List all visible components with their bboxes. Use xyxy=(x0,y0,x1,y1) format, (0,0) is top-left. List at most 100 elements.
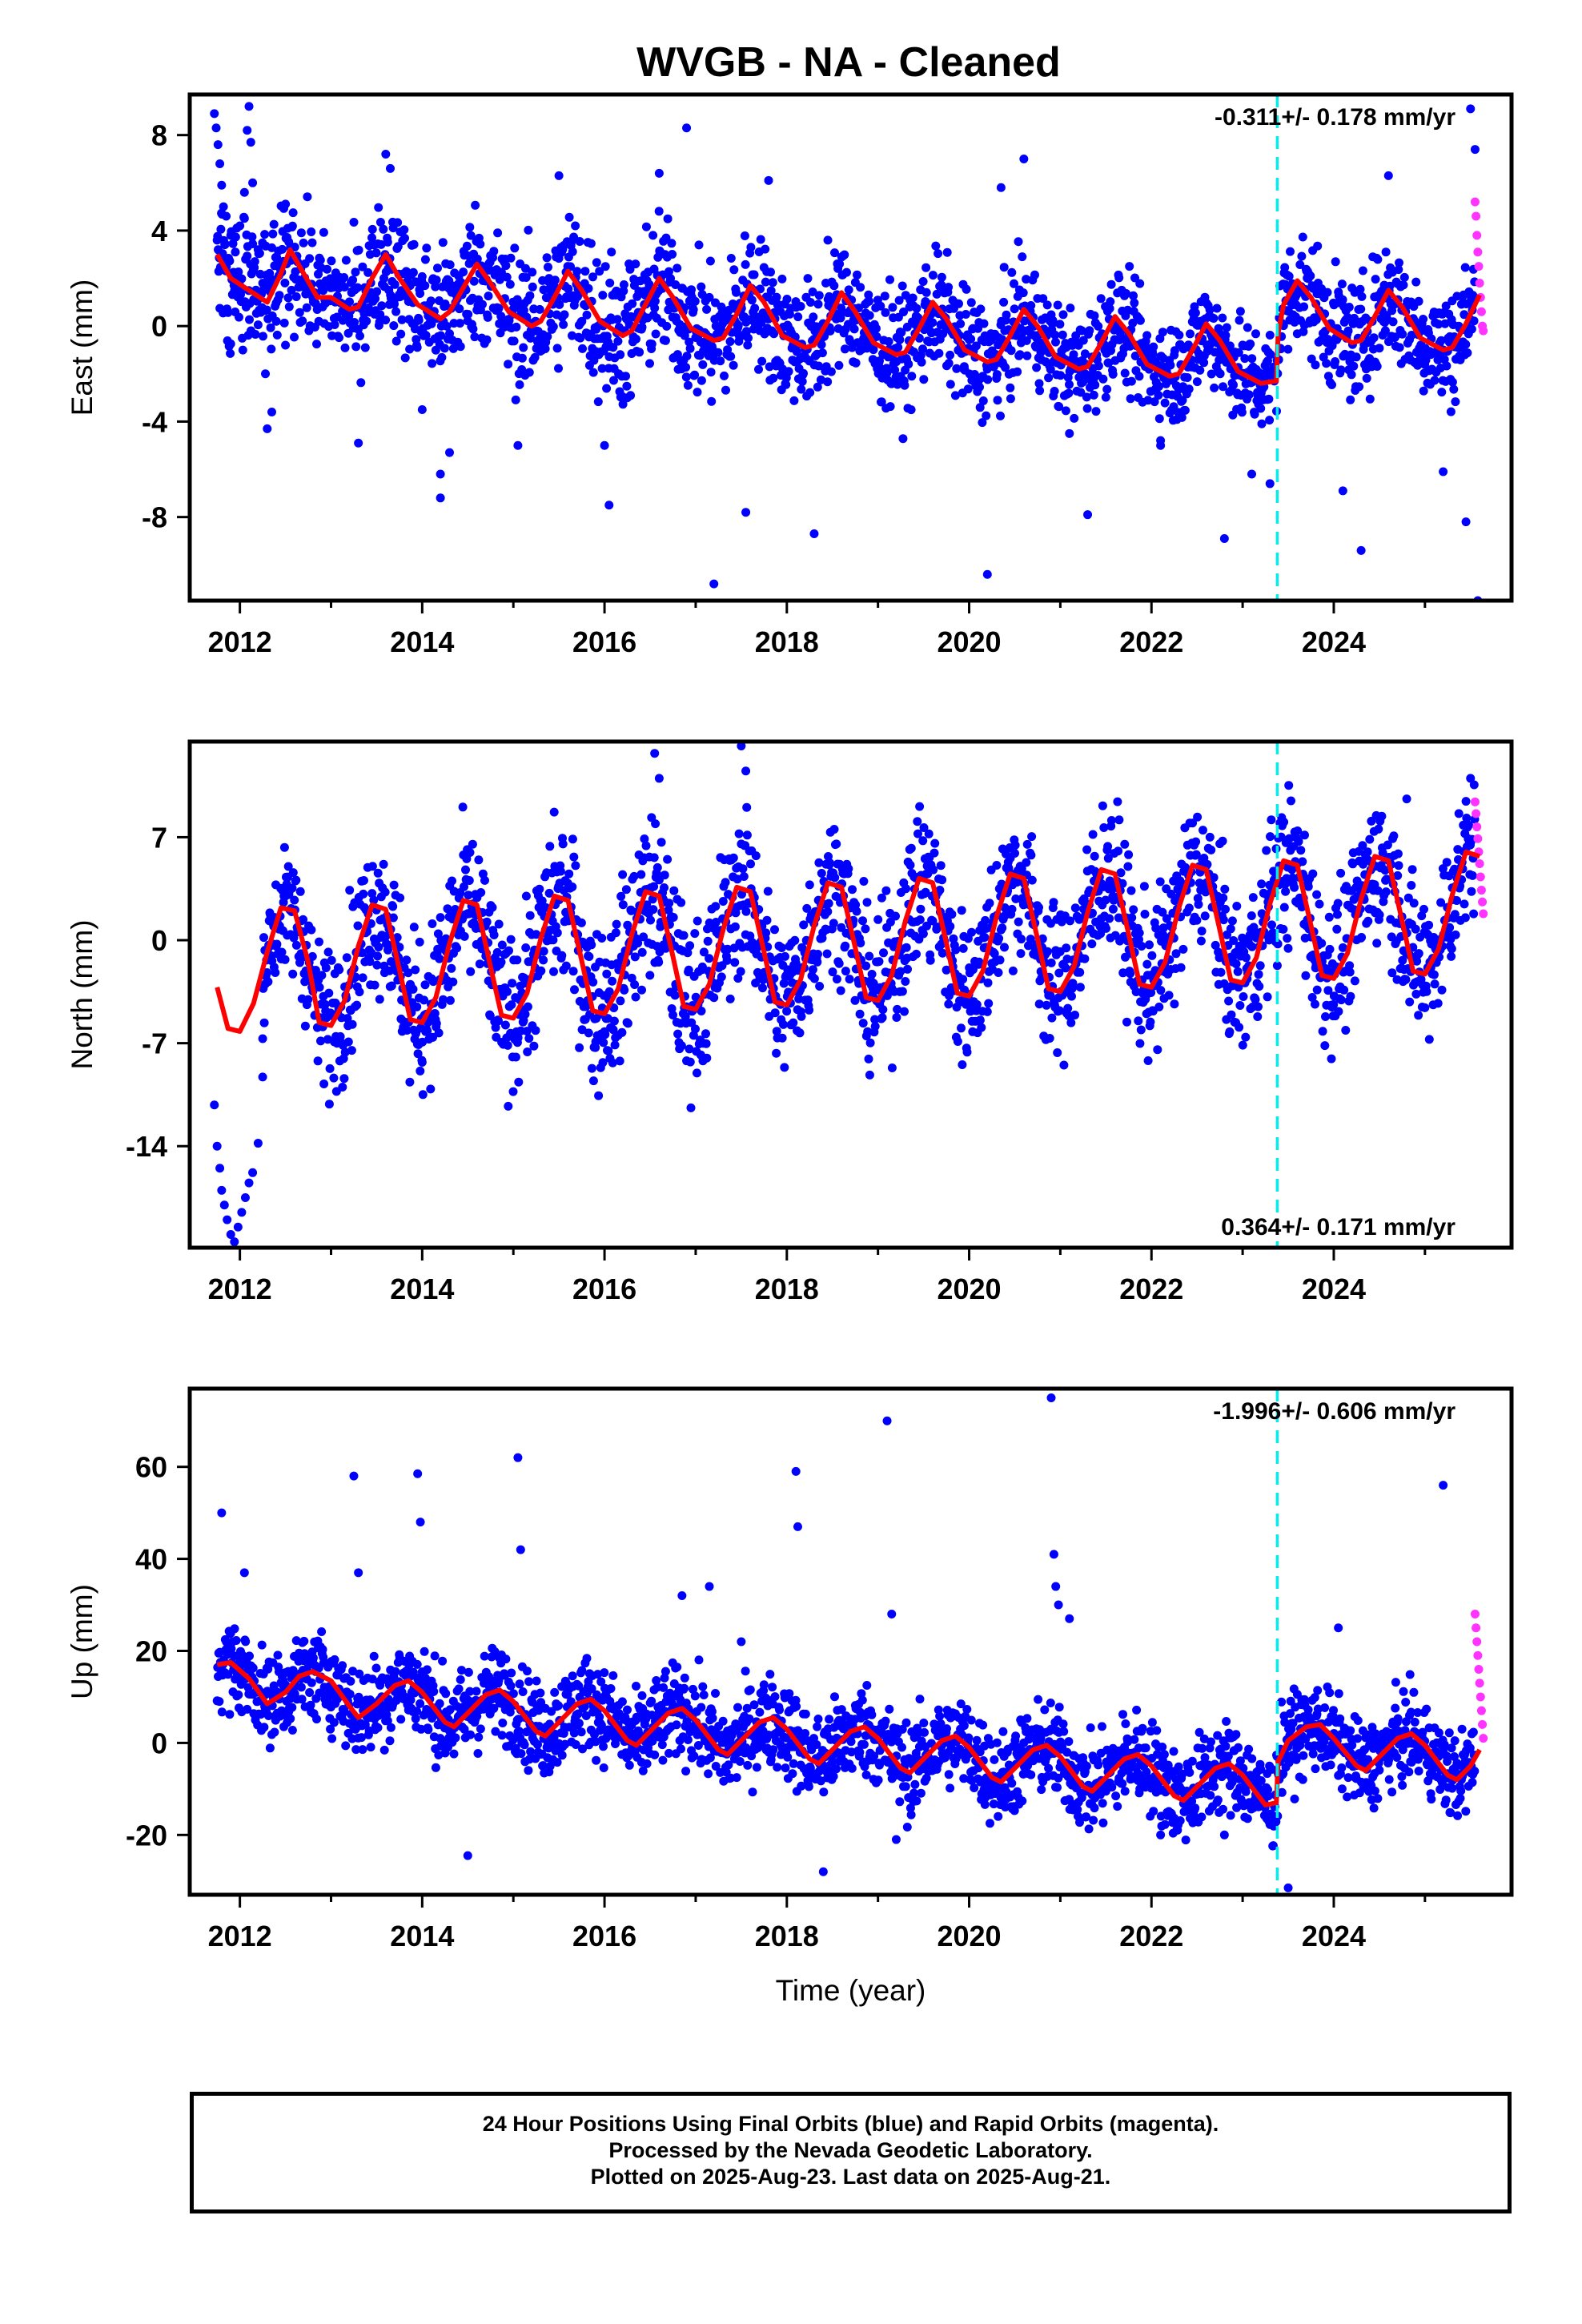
final-point xyxy=(1153,1045,1162,1055)
final-point xyxy=(525,911,535,920)
final-point xyxy=(1007,904,1017,914)
final-point xyxy=(412,343,422,352)
final-point xyxy=(773,300,783,309)
final-point xyxy=(351,267,360,277)
final-point-outlier xyxy=(604,501,614,510)
final-point xyxy=(929,865,938,875)
final-point xyxy=(897,281,907,291)
final-point xyxy=(882,368,892,378)
final-point xyxy=(408,984,418,994)
final-point xyxy=(958,1060,967,1069)
final-point xyxy=(772,292,781,302)
final-point xyxy=(408,267,418,277)
final-point xyxy=(418,1090,428,1100)
final-point xyxy=(604,1046,613,1055)
final-point-outlier xyxy=(1219,533,1229,543)
final-point xyxy=(482,917,492,927)
final-point xyxy=(532,930,541,939)
final-point xyxy=(379,224,388,234)
final-point xyxy=(741,259,750,269)
final-point xyxy=(587,940,596,950)
final-point xyxy=(1324,912,1334,922)
final-point xyxy=(1105,304,1114,313)
final-point xyxy=(493,228,503,238)
final-point xyxy=(268,229,278,239)
final-point xyxy=(347,1046,356,1055)
final-point xyxy=(1323,986,1333,995)
final-point xyxy=(858,1019,868,1028)
final-point xyxy=(287,1703,297,1712)
final-point xyxy=(870,1022,880,1031)
final-point xyxy=(829,281,839,291)
final-point xyxy=(1311,999,1319,1009)
final-point xyxy=(1055,320,1065,329)
final-point xyxy=(641,222,651,231)
final-point xyxy=(1098,801,1107,810)
final-point xyxy=(795,1028,805,1038)
final-point xyxy=(270,1727,279,1737)
final-point xyxy=(413,1049,423,1059)
final-point xyxy=(685,337,694,347)
final-point xyxy=(1447,951,1456,961)
final-point xyxy=(682,352,692,361)
final-point xyxy=(234,267,243,276)
final-point xyxy=(559,320,568,329)
final-point xyxy=(288,868,298,878)
final-point xyxy=(797,1011,806,1021)
final-point xyxy=(1075,983,1085,992)
final-point xyxy=(503,987,512,996)
final-point xyxy=(445,995,455,1005)
final-point xyxy=(587,1063,596,1073)
final-point xyxy=(1451,397,1460,407)
final-point xyxy=(1464,820,1473,830)
final-point xyxy=(1002,310,1011,320)
final-point xyxy=(701,1039,711,1048)
final-point xyxy=(506,253,516,263)
final-point xyxy=(482,335,492,344)
final-point xyxy=(1381,247,1391,257)
final-point xyxy=(799,920,809,930)
final-point xyxy=(1162,379,1170,388)
final-point xyxy=(351,342,361,352)
final-point xyxy=(308,1653,318,1663)
final-point xyxy=(1301,971,1311,980)
final-point xyxy=(817,869,826,878)
final-point xyxy=(564,869,574,879)
final-point xyxy=(524,225,533,235)
final-point xyxy=(1209,314,1219,323)
final-point xyxy=(1127,913,1137,923)
final-point xyxy=(1320,1041,1330,1051)
final-point xyxy=(502,272,512,282)
final-point xyxy=(934,249,943,259)
final-point xyxy=(1147,951,1157,960)
final-point xyxy=(1080,954,1090,963)
final-point xyxy=(226,348,235,358)
final-point xyxy=(280,278,290,287)
final-point xyxy=(1142,331,1152,340)
final-point xyxy=(1150,397,1159,407)
final-point xyxy=(303,192,312,202)
final-point xyxy=(235,312,243,322)
final-point xyxy=(1155,877,1165,887)
final-point xyxy=(283,293,293,303)
rapid-point xyxy=(1476,872,1485,882)
final-point xyxy=(475,959,484,969)
final-point xyxy=(840,250,849,259)
final-point xyxy=(472,254,482,263)
final-point xyxy=(1358,266,1367,275)
final-point xyxy=(1006,383,1015,392)
final-point xyxy=(1411,277,1421,287)
final-point xyxy=(904,360,913,369)
final-point xyxy=(1436,336,1446,345)
final-point xyxy=(402,955,412,965)
final-point xyxy=(805,1005,814,1015)
final-point xyxy=(1136,1025,1146,1035)
final-point xyxy=(1049,898,1058,907)
final-point xyxy=(619,286,628,296)
final-point xyxy=(697,376,706,385)
final-point-outlier xyxy=(243,126,252,135)
final-point xyxy=(733,974,743,983)
final-point xyxy=(434,1028,444,1038)
final-point xyxy=(829,825,839,834)
final-point xyxy=(921,263,931,272)
